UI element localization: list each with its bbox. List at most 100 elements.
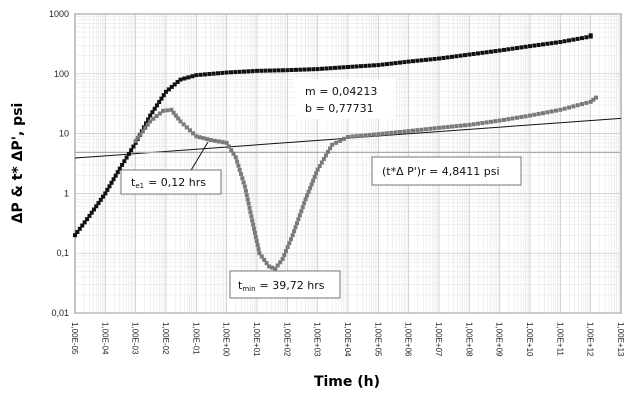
data-point — [445, 55, 450, 60]
data-point — [510, 116, 515, 121]
data-point — [263, 68, 268, 73]
data-point — [393, 61, 398, 66]
data-point — [502, 47, 506, 52]
data-point — [321, 156, 326, 161]
data-point — [303, 197, 308, 202]
data-point — [484, 50, 489, 55]
data-point — [245, 197, 250, 202]
data-point — [85, 217, 90, 222]
data-point — [107, 184, 112, 189]
data-point — [380, 131, 385, 136]
data-point — [359, 133, 363, 138]
data-point — [239, 172, 244, 177]
data-point — [249, 214, 254, 219]
data-point — [262, 257, 267, 262]
y-tick-label: 100 — [54, 69, 69, 79]
data-point — [334, 140, 339, 145]
slope-b-label: b = 0,77731 — [305, 102, 374, 115]
data-point — [532, 43, 537, 48]
data-point — [120, 162, 125, 167]
data-point — [173, 113, 178, 118]
data-point — [172, 82, 177, 87]
data-point — [311, 67, 316, 72]
data-point — [293, 225, 298, 230]
data-point — [402, 129, 407, 134]
data-point — [237, 69, 242, 74]
y-tick-label: 1 — [64, 188, 69, 198]
radial-annotation-box — [371, 156, 522, 186]
data-point — [302, 67, 307, 72]
data-point — [536, 42, 541, 47]
data-point — [398, 60, 402, 65]
data-point — [290, 233, 295, 238]
data-point — [182, 76, 187, 81]
data-point — [80, 223, 85, 228]
data-point — [411, 128, 415, 133]
data-point — [528, 44, 532, 49]
data-point — [445, 124, 450, 129]
data-point — [96, 201, 101, 206]
data-point — [450, 124, 454, 129]
x-tick-label: 1,00E+04 — [343, 322, 352, 357]
data-point — [94, 204, 99, 209]
data-point — [432, 56, 437, 61]
y-tick-label: 0,1 — [56, 248, 69, 258]
data-point — [224, 70, 229, 75]
data-point — [515, 46, 519, 51]
data-point — [432, 126, 437, 131]
data-point — [315, 67, 320, 72]
data-point — [328, 66, 333, 71]
data-point — [594, 95, 599, 100]
data-point — [398, 129, 402, 134]
data-point — [342, 136, 347, 141]
data-point — [117, 166, 122, 171]
tmin-annotation: tmin = 39,72 hrs — [229, 270, 341, 299]
data-point — [201, 136, 206, 141]
data-point — [208, 138, 213, 143]
data-point — [515, 115, 519, 120]
data-point — [536, 111, 541, 116]
data-point — [497, 118, 502, 123]
data-point — [471, 51, 476, 56]
data-point — [243, 188, 248, 193]
data-point — [402, 60, 407, 65]
data-point — [152, 106, 157, 111]
data-point — [480, 121, 485, 126]
data-point — [314, 171, 319, 176]
data-point — [406, 59, 411, 64]
data-point — [275, 263, 280, 268]
x-tick-label: 1,00E+12 — [586, 322, 595, 357]
data-point — [216, 139, 221, 144]
data-point — [558, 40, 563, 45]
data-point — [264, 261, 269, 266]
x-tick-label: 1,00E+08 — [464, 322, 473, 357]
data-point — [562, 106, 567, 111]
data-point — [194, 134, 199, 139]
data-point — [441, 55, 446, 60]
x-tick-label: 1,00E+00 — [222, 322, 231, 357]
x-tick-label: 1,00E+07 — [434, 322, 443, 357]
data-point — [178, 119, 183, 124]
data-point — [115, 170, 120, 175]
data-point — [385, 62, 389, 67]
data-point — [372, 132, 376, 137]
data-point — [467, 52, 472, 57]
data-point — [73, 233, 77, 238]
data-point — [454, 54, 459, 59]
data-point — [323, 153, 328, 158]
data-point — [389, 61, 394, 66]
data-point — [233, 70, 238, 75]
data-point — [103, 191, 108, 196]
data-point — [159, 96, 164, 101]
data-point — [506, 47, 511, 52]
data-point — [231, 151, 236, 156]
data-point — [181, 122, 186, 127]
data-point — [549, 41, 554, 46]
data-point — [299, 209, 304, 214]
data-point — [458, 123, 463, 128]
data-point — [480, 50, 485, 55]
data-point — [256, 247, 261, 252]
data-point — [113, 173, 118, 178]
data-point — [354, 64, 359, 69]
data-point — [519, 115, 524, 120]
